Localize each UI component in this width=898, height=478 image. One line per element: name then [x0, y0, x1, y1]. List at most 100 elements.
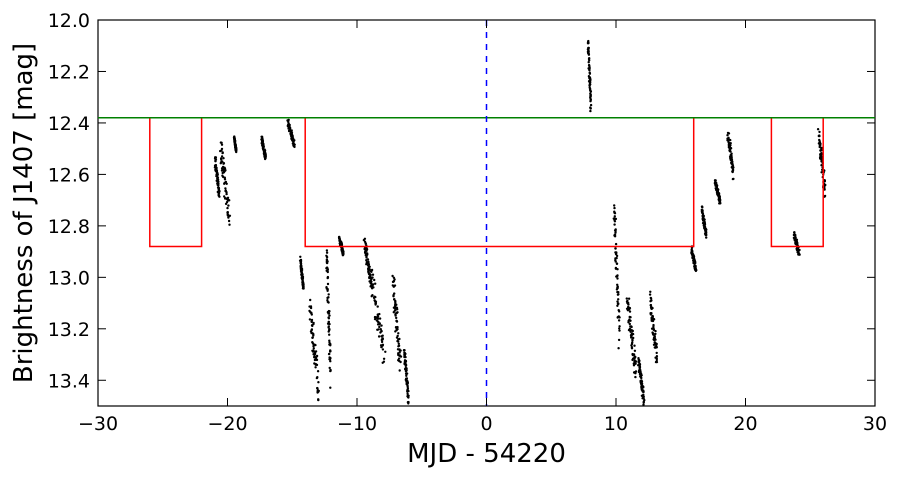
- data-point: [820, 164, 823, 167]
- data-point: [650, 299, 653, 302]
- data-point: [588, 83, 592, 86]
- data-point: [617, 298, 620, 301]
- data-point: [628, 322, 631, 326]
- data-point: [315, 358, 319, 362]
- data-point: [316, 391, 319, 394]
- data-point: [625, 297, 628, 300]
- data-point: [653, 337, 656, 340]
- data-point: [223, 195, 226, 198]
- data-point: [642, 390, 645, 394]
- data-point: [215, 169, 219, 172]
- data-point: [587, 39, 590, 43]
- data-point: [655, 357, 658, 360]
- y-tick-label: 13.0: [48, 267, 90, 289]
- data-point: [794, 233, 797, 237]
- data-point: [637, 361, 640, 364]
- data-point: [820, 152, 823, 155]
- data-point: [640, 374, 643, 377]
- data-point: [329, 360, 332, 363]
- data-point: [730, 152, 733, 155]
- data-point: [368, 268, 371, 271]
- x-tick-label: 20: [733, 413, 757, 435]
- data-point: [613, 229, 617, 232]
- data-point: [653, 334, 656, 338]
- data-point: [615, 251, 618, 254]
- data-point: [315, 356, 318, 360]
- data-point: [694, 261, 697, 265]
- x-axis-label: MJD - 54220: [407, 439, 566, 469]
- data-point: [399, 355, 403, 358]
- x-axis-ticks: −30 −20 −10 0 10 20 30: [78, 20, 887, 435]
- data-point: [729, 138, 732, 142]
- data-point: [313, 351, 317, 354]
- data-point: [701, 206, 704, 209]
- data-point: [818, 134, 821, 137]
- data-point: [371, 273, 375, 276]
- data-point: [378, 323, 381, 326]
- data-point: [391, 274, 394, 278]
- data-point: [823, 180, 826, 183]
- data-point: [328, 350, 332, 353]
- data-point: [588, 76, 592, 79]
- data-point: [650, 312, 653, 315]
- data-point: [327, 325, 330, 328]
- data-point: [216, 176, 220, 179]
- data-point: [627, 319, 630, 323]
- data-point: [380, 340, 384, 344]
- data-point: [365, 248, 369, 251]
- y-tick-label: 12.0: [48, 10, 90, 32]
- data-point: [221, 151, 224, 154]
- x-tick-label: 0: [480, 413, 492, 435]
- data-point: [378, 317, 382, 320]
- data-point: [617, 291, 620, 294]
- data-point: [381, 343, 385, 346]
- data-point: [407, 396, 410, 399]
- data-point: [654, 329, 657, 333]
- data-point: [329, 356, 332, 360]
- data-point: [718, 199, 722, 203]
- data-point: [618, 327, 621, 330]
- data-point: [587, 50, 590, 53]
- data-point: [617, 338, 621, 342]
- data-point: [816, 128, 820, 131]
- data-point: [695, 268, 698, 272]
- data-point: [798, 253, 801, 256]
- data-point: [632, 353, 636, 356]
- data-point: [394, 301, 397, 304]
- data-point: [642, 403, 645, 406]
- data-point: [225, 201, 229, 204]
- data-point: [654, 332, 657, 336]
- data-point: [702, 214, 705, 218]
- data-point: [589, 78, 592, 81]
- data-point: [631, 332, 635, 336]
- data-point: [228, 199, 231, 202]
- data-point: [216, 172, 219, 176]
- data-point: [366, 258, 370, 261]
- data-point: [631, 329, 634, 333]
- data-point: [634, 370, 638, 373]
- data-point: [328, 314, 331, 317]
- data-point: [655, 358, 658, 362]
- data-point: [655, 355, 659, 358]
- data-point: [703, 218, 706, 221]
- data-point: [382, 360, 386, 363]
- data-point: [397, 340, 400, 343]
- y-axis-label: Brightness of J1407 [mag]: [9, 43, 39, 383]
- data-point: [293, 143, 296, 146]
- data-point: [653, 346, 656, 349]
- data-point: [615, 262, 619, 265]
- data-point: [728, 144, 731, 147]
- data-point: [616, 268, 619, 271]
- data-point: [374, 282, 377, 285]
- y-tick-label: 12.4: [48, 113, 90, 135]
- data-point: [228, 214, 232, 217]
- data-point: [405, 367, 408, 371]
- data-points: [213, 39, 827, 406]
- data-point: [287, 118, 290, 122]
- data-point: [399, 360, 402, 364]
- data-point: [587, 41, 590, 45]
- data-point: [618, 316, 621, 319]
- data-point: [729, 147, 733, 150]
- data-point: [629, 316, 632, 319]
- data-point: [731, 166, 734, 170]
